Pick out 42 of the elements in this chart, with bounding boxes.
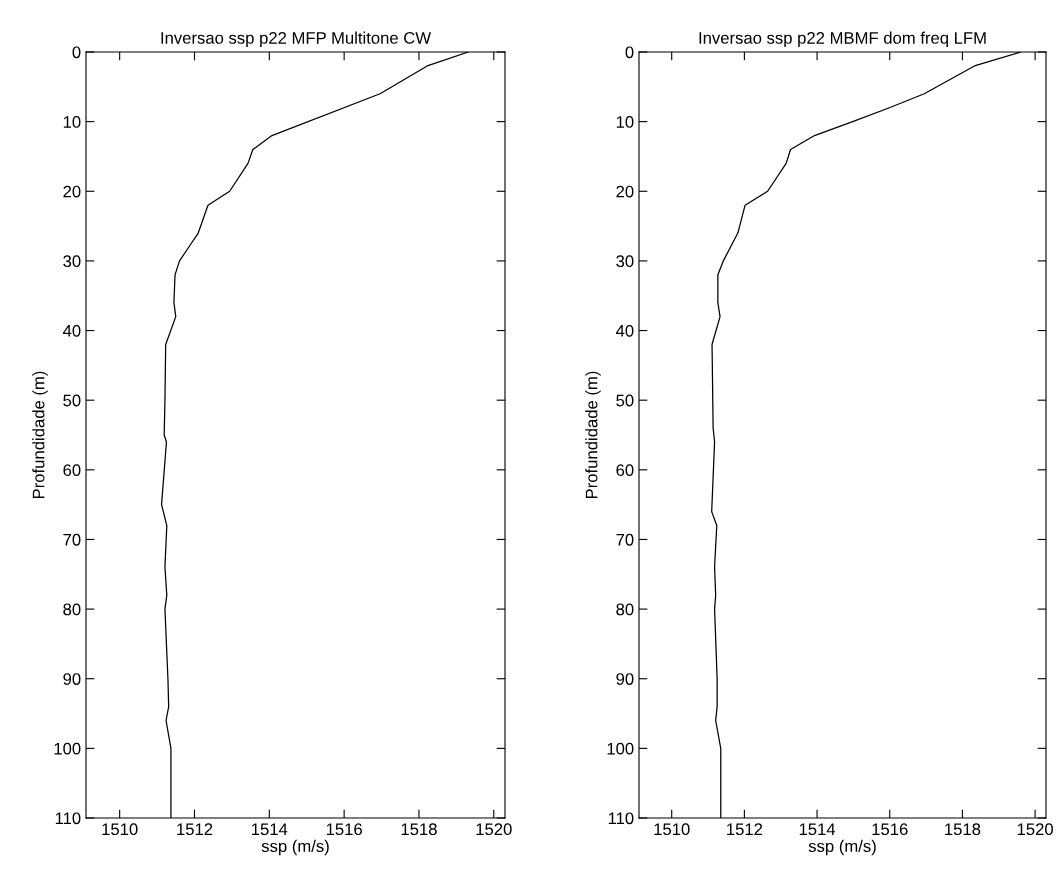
x-tick-label: 1516 bbox=[326, 823, 362, 836]
chart-title: Inversao ssp p22 MBMF dom freq LFM bbox=[699, 31, 986, 48]
x-tick-label: 1510 bbox=[654, 823, 690, 836]
y-tick-label: 50 bbox=[63, 394, 81, 407]
x-tick-label: 1518 bbox=[401, 823, 437, 836]
y-tick-label: 0 bbox=[625, 46, 634, 59]
x-tick-label: 1514 bbox=[799, 823, 836, 836]
y-tick-label: 40 bbox=[615, 324, 634, 337]
y-tick-label: 100 bbox=[54, 742, 81, 755]
y-tick-label: 90 bbox=[63, 673, 81, 685]
y-tick-label: 50 bbox=[616, 394, 634, 407]
y-tick-label: 20 bbox=[63, 185, 81, 198]
y-axis-title: Profundidade (m) bbox=[585, 371, 601, 499]
x-tick-label: 1520 bbox=[476, 823, 512, 836]
x-axis-title: ssp (m/s) bbox=[808, 839, 876, 856]
x-tick-label: 1518 bbox=[945, 823, 981, 836]
y-tick-label: 20 bbox=[616, 185, 634, 198]
y-tick-label: 100 bbox=[607, 742, 634, 755]
y-tick-label: 90 bbox=[616, 673, 634, 685]
y-tick-label: 60 bbox=[616, 464, 634, 477]
y-tick-label: 30 bbox=[63, 255, 81, 268]
x-tick-label: 1512 bbox=[177, 823, 213, 836]
y-tick-label: 80 bbox=[63, 603, 81, 616]
y-axis-title: Profundidade (m) bbox=[32, 371, 48, 499]
y-tick-label: 110 bbox=[608, 812, 634, 825]
x-tick-label: 1516 bbox=[872, 823, 908, 836]
y-tick-label: 110 bbox=[55, 812, 81, 825]
chart-title: Inversao ssp p22 MFP Multitone CW bbox=[161, 31, 431, 48]
x-axis-title: ssp (m/s) bbox=[261, 839, 329, 856]
x-tick-label: 1514 bbox=[252, 823, 288, 836]
x-tick-label: 1520 bbox=[1017, 823, 1053, 836]
y-tick-label: 40 bbox=[62, 324, 81, 337]
y-tick-label: 30 bbox=[616, 255, 634, 268]
y-tick-label: 10 bbox=[616, 116, 634, 128]
x-tick-label: 1512 bbox=[727, 823, 763, 836]
y-tick-label: 70 bbox=[616, 533, 634, 546]
y-tick-label: 10 bbox=[63, 116, 81, 128]
x-tick-label: 1510 bbox=[102, 823, 138, 836]
y-tick-label: 70 bbox=[63, 533, 81, 546]
y-tick-label: 60 bbox=[63, 464, 81, 477]
y-tick-label: 0 bbox=[72, 46, 81, 59]
y-tick-label: 80 bbox=[616, 603, 634, 616]
